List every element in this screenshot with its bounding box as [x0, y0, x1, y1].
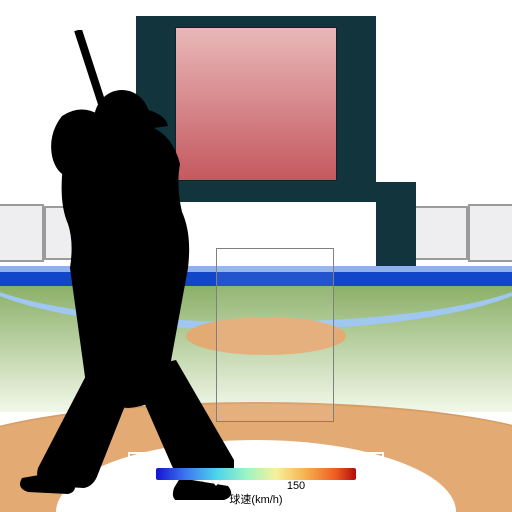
legend-ticks: 100 150: [156, 480, 356, 494]
stands-right-lower: [408, 206, 468, 260]
batters-box-line: [332, 452, 384, 454]
legend-tick: 150: [287, 480, 305, 492]
legend-tick: 100: [187, 480, 205, 492]
legend-gradient-bar: [156, 468, 356, 480]
pitch-heatmap-scene: 100 150 球速(km/h): [0, 0, 512, 512]
stands-right-upper: [468, 204, 512, 262]
scoreboard-wing-right: [376, 182, 416, 268]
batters-box-line: [382, 452, 384, 512]
batter-silhouette: [4, 30, 234, 500]
speed-color-legend: 100 150 球速(km/h): [156, 468, 356, 508]
